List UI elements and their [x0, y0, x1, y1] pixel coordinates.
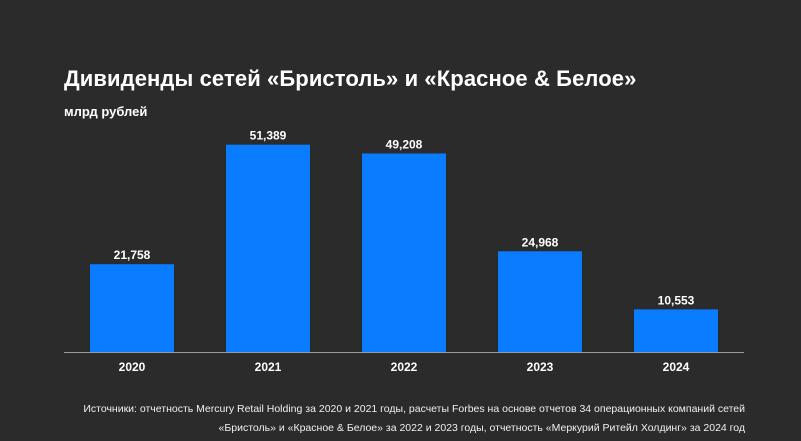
data-label-2020: 21,758 [114, 248, 151, 262]
chart-subtitle: млрд рублей [64, 104, 148, 119]
bar-2024 [634, 309, 718, 352]
x-tick-label-2023: 2023 [527, 360, 554, 374]
source-line-1: Источники: отчетность Mercury Retail Hol… [83, 403, 745, 415]
x-tick-label-2024: 2024 [663, 360, 690, 374]
x-tick-label-2021: 2021 [255, 360, 282, 374]
source-line-2: «Бристоль» и «Красное & Белое» за 2022 и… [218, 422, 745, 434]
bar-2020 [90, 264, 174, 352]
data-label-2021: 51,389 [250, 129, 287, 143]
data-label-2022: 49,208 [386, 138, 423, 152]
data-label-2024: 10,553 [658, 293, 695, 307]
source-note: Источники: отчетность Mercury Retail Hol… [45, 400, 745, 438]
data-label-2023: 24,968 [522, 235, 559, 249]
bar-2021 [226, 144, 310, 352]
bar-2022 [362, 153, 446, 352]
chart-title: Дивиденды сетей «Бристоль» и «Красное & … [64, 66, 637, 91]
x-tick-label-2022: 2022 [391, 360, 418, 374]
x-tick-label-2020: 2020 [119, 360, 146, 374]
bar-2023 [498, 251, 582, 352]
